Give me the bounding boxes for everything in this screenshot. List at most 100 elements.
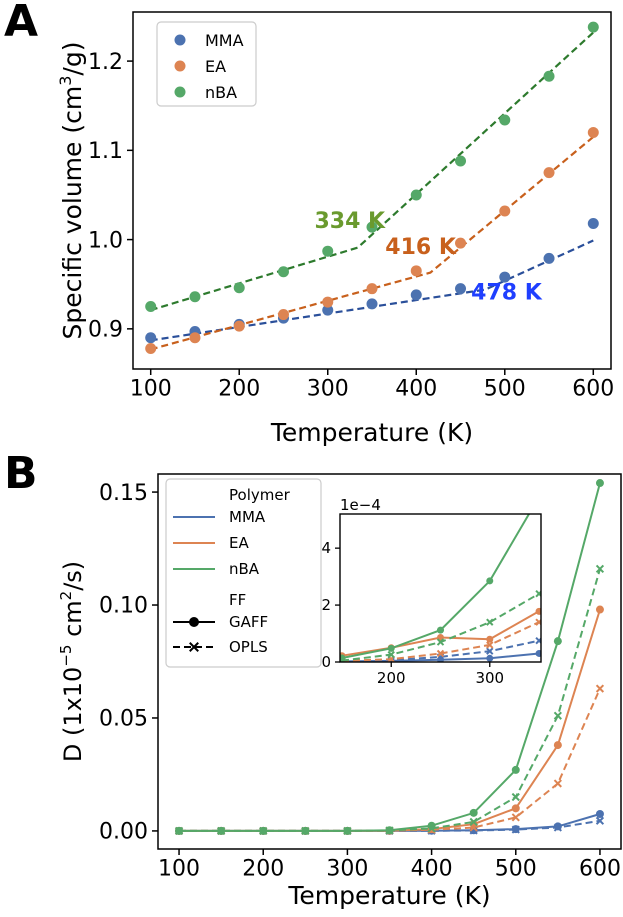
inset-point-mma-gaff bbox=[486, 654, 494, 662]
point-ea bbox=[543, 167, 555, 179]
b-x-tick-label: 600 bbox=[579, 857, 621, 882]
legend-label-mma: MMA bbox=[205, 31, 244, 50]
b-y-axis-label-sup: −5 bbox=[57, 645, 75, 667]
a-y-axis-label-part: /g) bbox=[58, 42, 87, 76]
point-mma bbox=[410, 289, 422, 301]
point-ea-gaff bbox=[511, 804, 520, 813]
point-nba-opls bbox=[259, 826, 268, 836]
point-ea bbox=[410, 265, 422, 277]
point-nba bbox=[145, 301, 157, 313]
point-ea bbox=[322, 296, 334, 308]
a-y-tick-label: 1.2 bbox=[88, 50, 123, 75]
b-legend: Polymer MMA EA nBA FF GAFF OPLS bbox=[165, 478, 322, 668]
point-nba-opls bbox=[385, 826, 394, 835]
point-nba bbox=[410, 189, 422, 201]
inset-point-nba-opls bbox=[486, 618, 494, 626]
point-ea-gaff bbox=[553, 741, 562, 750]
point-nba bbox=[543, 70, 555, 82]
a-y-tick-label: 1.1 bbox=[88, 139, 123, 164]
b-x-tick-label: 300 bbox=[326, 857, 368, 882]
point-nba bbox=[455, 155, 467, 167]
point-mma bbox=[587, 218, 599, 230]
point-nba-opls bbox=[301, 826, 310, 836]
point-mma-opls bbox=[595, 816, 605, 825]
a-x-tick-label: 300 bbox=[307, 377, 349, 402]
a-x-tick-label: 600 bbox=[572, 377, 614, 402]
a-y-tick-label: 0.9 bbox=[88, 318, 123, 343]
b-x-tick-label: 500 bbox=[495, 857, 537, 882]
b-x-tick-label: 200 bbox=[242, 857, 284, 882]
inset-point-nba-gaff bbox=[486, 577, 494, 585]
point-ea bbox=[277, 309, 289, 321]
legend-marker-mma bbox=[174, 34, 186, 46]
inset-line-mma-opls bbox=[341, 639, 540, 662]
inset-y-tick-label: 2 bbox=[321, 596, 331, 614]
point-nba bbox=[587, 21, 599, 33]
legend-label-nba: nBA bbox=[205, 83, 237, 102]
line-ea-opls bbox=[179, 688, 601, 832]
point-nba-gaff bbox=[595, 479, 604, 488]
point-nba-opls bbox=[217, 826, 226, 836]
inset-y-tick-label: 0 bbox=[321, 653, 331, 671]
point-ea-opls bbox=[553, 779, 562, 788]
point-nba-opls bbox=[427, 824, 436, 833]
point-mma bbox=[366, 298, 378, 310]
point-nba-opls bbox=[511, 792, 520, 802]
point-mma bbox=[543, 252, 555, 264]
point-nba-opls bbox=[553, 711, 562, 720]
b-x-axis-label: Temperature (K) bbox=[287, 881, 490, 910]
point-ea bbox=[455, 237, 467, 249]
inset-chart: 200 300 0 2 4 1e−4 bbox=[321, 493, 543, 687]
inset-point-ea-opls bbox=[486, 641, 494, 649]
b-y-axis-label-part: /s) bbox=[59, 561, 87, 591]
point-mma-gaff bbox=[595, 809, 604, 818]
transition-label-mma: 478 K bbox=[471, 280, 543, 305]
b-y-tick-label: 0.05 bbox=[99, 707, 148, 732]
inset-point-mma-gaff bbox=[535, 649, 541, 657]
b-plot-frame bbox=[157, 473, 622, 850]
inset-point-ea-gaff bbox=[486, 635, 494, 643]
a-x-axis-label: Temperature (K) bbox=[270, 418, 473, 447]
inset-x-tick-label: 200 bbox=[377, 669, 406, 687]
point-nba bbox=[322, 245, 334, 257]
inset-point-nba-opls bbox=[340, 656, 346, 662]
legend-label-ea: EA bbox=[229, 534, 249, 552]
inset-point-nba-gaff bbox=[437, 626, 444, 634]
b-x-tick-label: 400 bbox=[411, 857, 453, 882]
inset-line-ea-opls bbox=[341, 621, 540, 662]
point-mma-opls bbox=[511, 825, 520, 834]
point-nba-gaff bbox=[553, 637, 562, 646]
point-nba-gaff bbox=[511, 765, 520, 774]
b-y-axis-label: D (1x10−5 cm2/s) bbox=[57, 561, 87, 762]
a-plot-frame bbox=[132, 11, 612, 370]
fit-line-nba bbox=[150, 31, 595, 312]
inset-point-nba-gaff bbox=[536, 493, 543, 500]
legend-label-gaff: GAFF bbox=[229, 613, 268, 631]
inset-series bbox=[340, 493, 543, 662]
inset-point-ea-opls bbox=[535, 618, 541, 626]
point-ea-gaff bbox=[595, 605, 604, 614]
b-y-axis-label-part: cm bbox=[59, 600, 87, 644]
fit-line-mma bbox=[150, 239, 594, 342]
point-nba-opls bbox=[343, 826, 352, 836]
a-x-tick-label: 200 bbox=[218, 377, 260, 402]
inset-y-tick-label: 4 bbox=[321, 539, 331, 557]
a-legend: MMA EA nBA bbox=[156, 21, 257, 107]
a-x-tick-label: 100 bbox=[130, 377, 172, 402]
point-mma bbox=[455, 283, 467, 295]
inset-point-nba-opls bbox=[535, 590, 541, 598]
inset-point-ea-gaff bbox=[535, 607, 541, 615]
inset-point-mma-opls bbox=[535, 636, 541, 645]
transition-label-nba: 334 K bbox=[314, 209, 386, 234]
legend-marker-nba bbox=[174, 86, 186, 98]
a-y-tick-label: 1.0 bbox=[88, 228, 123, 253]
point-nba bbox=[233, 282, 245, 294]
inset-point-mma-opls bbox=[486, 647, 494, 655]
point-ea-opls bbox=[595, 684, 605, 693]
b-y-axis-label-sup: 2 bbox=[57, 591, 75, 601]
legend-marker-opls bbox=[189, 642, 199, 652]
inset-x-tick-label: 300 bbox=[475, 669, 504, 687]
point-ea bbox=[499, 205, 511, 217]
panel-letter-b: B bbox=[4, 448, 38, 499]
